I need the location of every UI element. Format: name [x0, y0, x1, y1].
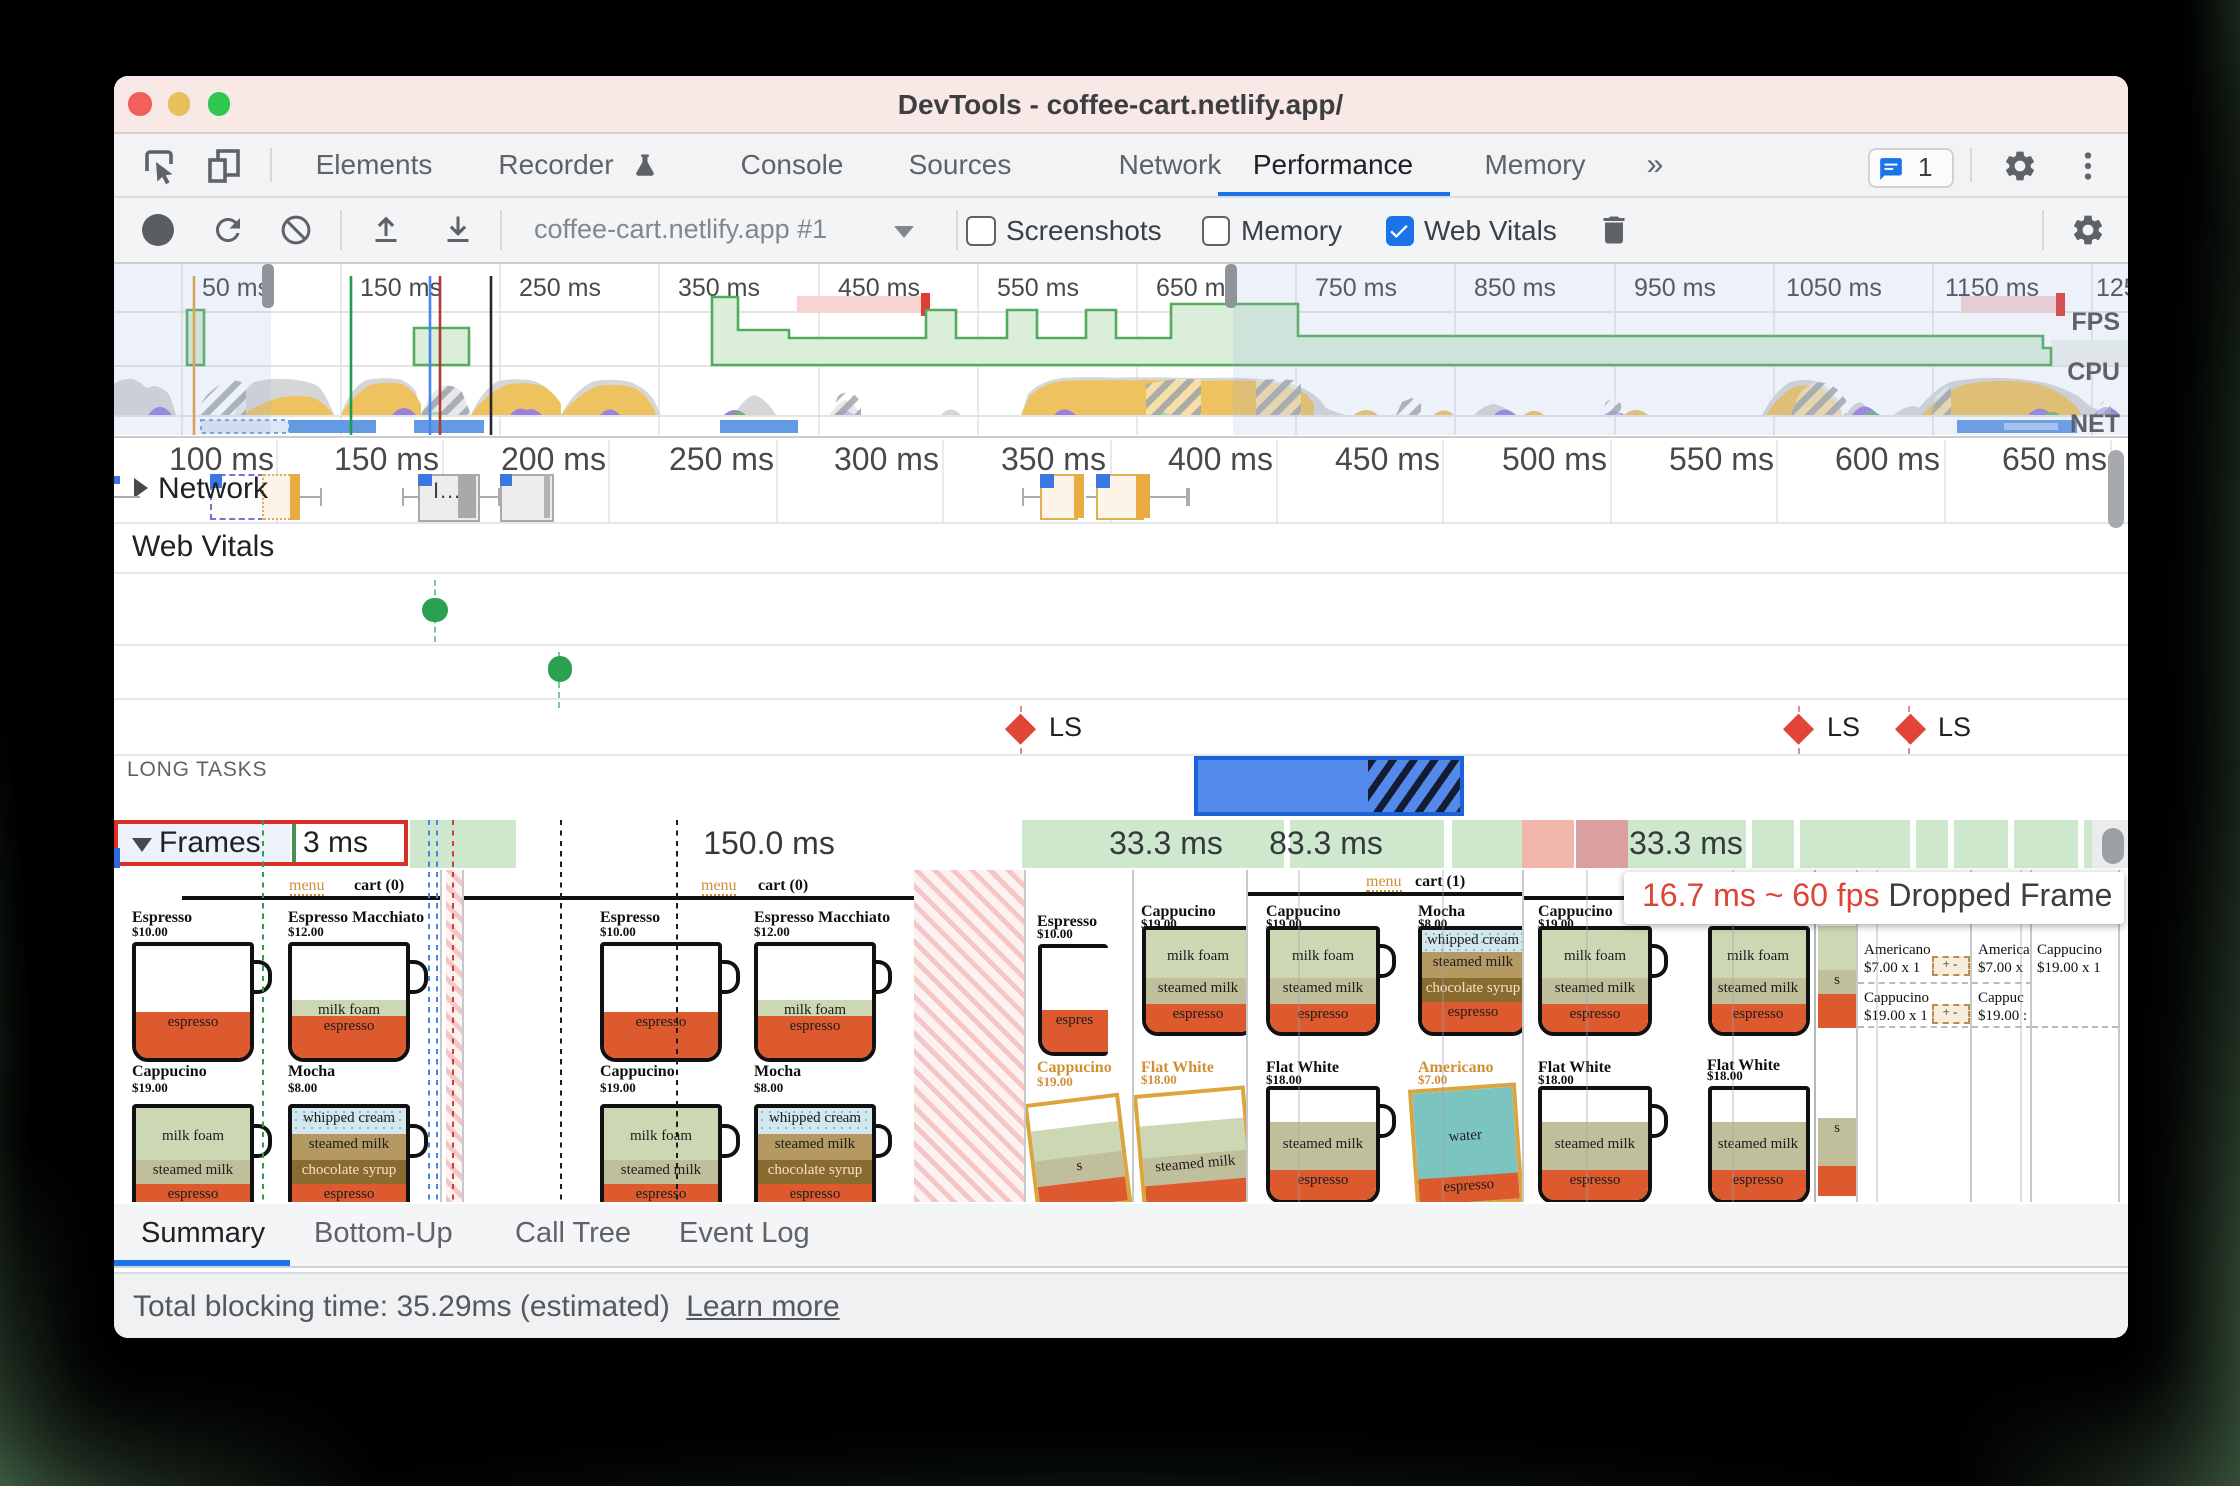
- svg-text:CPU: CPU: [2066, 358, 2119, 386]
- svg-text:650 ms: 650 ms: [1155, 274, 1237, 302]
- svg-text:550 ms: 550 ms: [996, 274, 1078, 302]
- svg-text:950 ms: 950 ms: [1633, 274, 1715, 302]
- svg-text:750 ms: 750 ms: [1314, 274, 1396, 302]
- svg-text:250 ms: 250 ms: [518, 274, 600, 302]
- svg-text:50 ms: 50 ms: [201, 274, 269, 302]
- svg-text:FPS: FPS: [2070, 308, 2119, 336]
- svg-text:NET: NET: [2069, 410, 2119, 435]
- svg-text:150 ms: 150 ms: [359, 274, 441, 302]
- svg-text:1050 ms: 1050 ms: [1785, 274, 1881, 302]
- svg-text:850 ms: 850 ms: [1473, 274, 1555, 302]
- svg-text:125: 125: [2095, 274, 2128, 302]
